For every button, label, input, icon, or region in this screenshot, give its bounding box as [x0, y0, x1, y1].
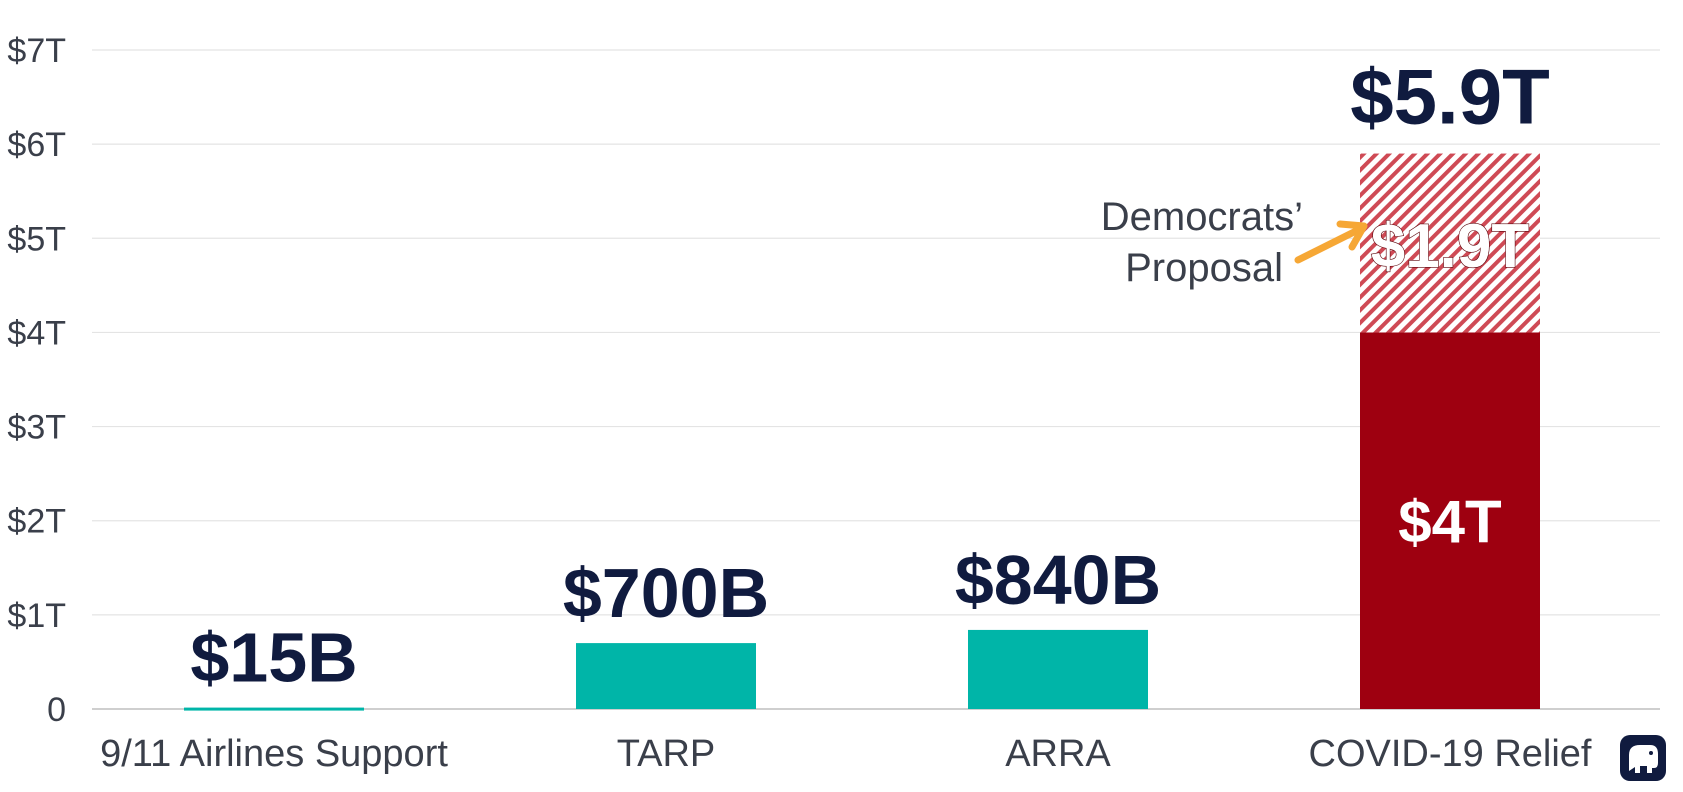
bar-segment-label: $4T	[1398, 489, 1501, 556]
bar-proposal-segment	[1360, 153, 1540, 333]
bar	[968, 629, 1148, 709]
y-tick-label: $5T	[7, 220, 66, 258]
category-label: TARP	[617, 733, 716, 775]
annotation-arrowhead	[1336, 220, 1368, 251]
category-label: 9/11 Airlines Support	[100, 733, 448, 775]
y-tick-label: $4T	[7, 314, 66, 352]
elephant-icon	[1620, 735, 1666, 781]
bar-value-label: $840B	[955, 541, 1161, 619]
category-label: COVID-19 Relief	[1309, 733, 1592, 775]
y-tick-label: 0	[47, 691, 66, 729]
category-label: ARRA	[1005, 733, 1111, 775]
bar	[184, 707, 364, 711]
y-tick-label: $2T	[7, 503, 66, 541]
bar-total-label: $5.9T	[1350, 53, 1549, 141]
value-labels: $15B $700B $840B $4T $1.9T $5.9T	[190, 53, 1549, 697]
annotation-arrow	[1294, 226, 1362, 264]
bar-value-label: $700B	[563, 554, 769, 632]
y-axis-ticks: 0 $1T $2T $3T $4T $5T $6T $7T	[7, 32, 66, 729]
annotation: Democrats’ Proposal	[1101, 195, 1368, 290]
y-tick-label: $6T	[7, 126, 66, 164]
y-tick-label: $7T	[7, 32, 66, 70]
annotation-line-1: Democrats’	[1101, 195, 1303, 239]
y-tick-label: $1T	[7, 597, 66, 635]
y-tick-label: $3T	[7, 409, 66, 447]
x-axis-categories: 9/11 Airlines Support TARP ARRA COVID-19 Re…	[100, 733, 1592, 775]
bar	[1360, 332, 1540, 709]
bar-segment-label: $1.9T	[1371, 212, 1530, 281]
bar	[576, 643, 756, 709]
annotation-line-2: Proposal	[1125, 246, 1283, 290]
bar-value-label: $15B	[190, 619, 357, 697]
bars	[184, 153, 1540, 711]
